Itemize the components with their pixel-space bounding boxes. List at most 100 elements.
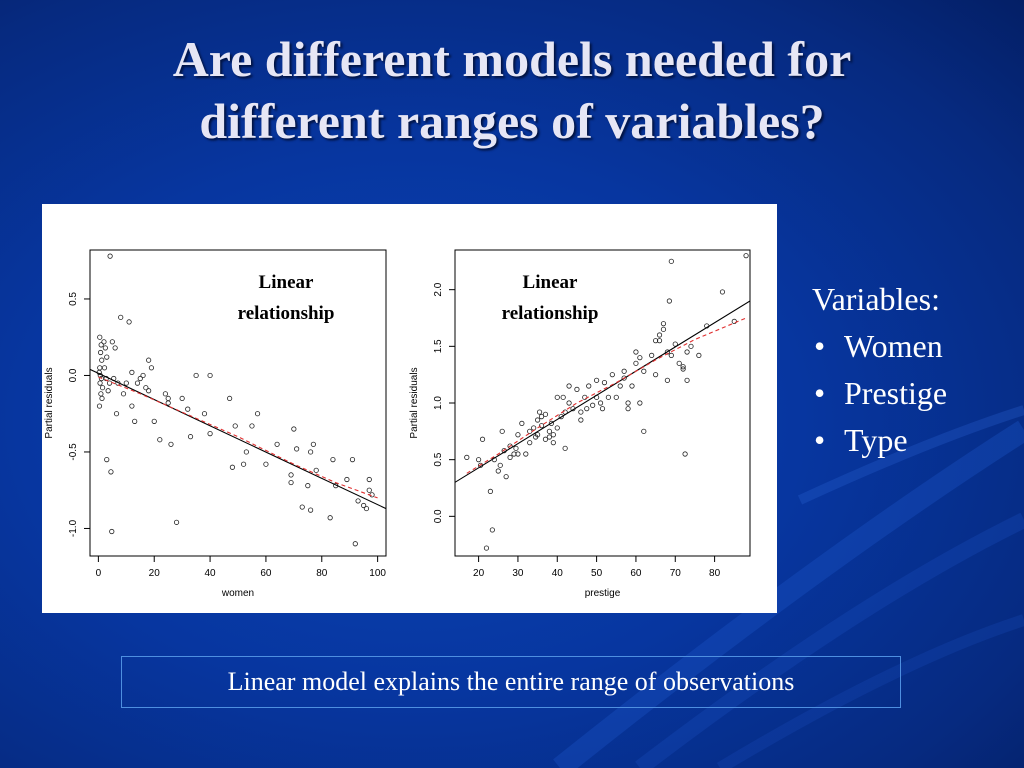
x-tick-label: 60 — [630, 568, 642, 579]
slide-title: Are different models needed for differen… — [40, 28, 984, 152]
data-point — [361, 502, 367, 509]
data-point — [232, 423, 238, 429]
data-point — [483, 545, 490, 551]
data-point — [132, 418, 138, 424]
data-point — [489, 527, 495, 533]
x-tick-label: 40 — [205, 568, 217, 579]
annotation-line-2: relationship — [238, 303, 335, 324]
data-point — [574, 386, 580, 392]
data-point — [299, 504, 305, 510]
data-point — [105, 388, 111, 394]
x-tick-label: 20 — [149, 568, 161, 579]
x-axis-label: women — [221, 588, 254, 599]
data-point — [542, 411, 549, 417]
data-point — [668, 258, 674, 264]
plot-area — [90, 253, 386, 547]
data-point — [96, 403, 103, 409]
conclusion-caption: Linear model explains the entire range o… — [121, 656, 901, 708]
data-point — [499, 428, 505, 434]
data-point — [101, 339, 107, 345]
data-point — [546, 428, 552, 434]
data-point — [586, 383, 592, 389]
data-point — [140, 372, 146, 379]
data-point — [536, 409, 543, 415]
x-tick-label: 60 — [260, 568, 272, 579]
data-point — [98, 349, 104, 356]
data-point — [229, 464, 236, 470]
data-point — [527, 428, 533, 434]
data-point — [534, 417, 541, 423]
data-point — [513, 445, 519, 451]
data-point — [479, 436, 486, 442]
data-point — [162, 391, 168, 397]
data-point — [548, 420, 554, 426]
title-line-1: Are different models needed for — [172, 31, 852, 87]
data-point — [254, 411, 261, 417]
data-point — [652, 338, 659, 344]
data-point — [550, 432, 556, 438]
data-point — [97, 334, 103, 340]
plot-area — [455, 253, 750, 551]
variable-item-prestige: Prestige — [812, 370, 947, 417]
data-point — [629, 383, 635, 389]
data-point — [660, 321, 667, 327]
y-tick-label: 1.0 — [433, 396, 444, 410]
data-point — [143, 385, 149, 391]
data-point — [98, 391, 104, 397]
data-point — [120, 391, 127, 397]
title-line-2: different ranges of variables? — [199, 93, 825, 149]
data-point — [126, 319, 132, 325]
x-tick-label: 70 — [670, 568, 682, 579]
data-point — [294, 446, 300, 452]
variable-item-women: Women — [812, 323, 947, 370]
data-point — [605, 394, 612, 400]
x-axis-label: prestige — [585, 588, 621, 599]
data-point — [599, 406, 606, 412]
data-point — [129, 403, 135, 409]
data-point — [109, 528, 115, 535]
data-point — [107, 253, 113, 259]
data-point — [601, 380, 608, 386]
data-point — [637, 355, 643, 361]
x-tick-label: 20 — [473, 568, 485, 579]
data-point — [349, 457, 356, 463]
data-point — [97, 380, 103, 386]
data-point — [113, 411, 120, 417]
data-point — [649, 352, 655, 358]
data-point — [146, 388, 152, 394]
data-point — [584, 406, 590, 412]
data-point — [165, 400, 171, 406]
data-point — [291, 426, 297, 432]
y-tick-label: -0.5 — [68, 443, 79, 461]
y-tick-label: 0.5 — [68, 292, 79, 306]
linear-fit-line — [455, 300, 750, 483]
variables-panel: Variables: Women Prestige Type — [812, 276, 947, 464]
data-point — [146, 357, 152, 363]
data-point — [497, 462, 503, 468]
x-tick-label: 40 — [552, 568, 564, 579]
data-point — [151, 418, 157, 424]
data-point — [593, 377, 600, 383]
data-point — [656, 332, 663, 338]
data-point — [531, 425, 537, 431]
data-point — [641, 368, 647, 374]
data-point — [308, 449, 314, 455]
variable-item-type: Type — [812, 417, 947, 464]
data-point — [363, 505, 370, 512]
data-point — [696, 352, 702, 358]
data-point — [546, 434, 552, 440]
data-point — [487, 488, 493, 494]
x-tick-label: 80 — [316, 568, 328, 579]
data-point — [621, 375, 627, 381]
data-point — [475, 457, 482, 463]
data-point — [503, 474, 509, 480]
data-point — [308, 507, 314, 513]
data-point — [680, 366, 686, 372]
x-tick-label: 30 — [512, 568, 524, 579]
data-point — [519, 420, 525, 426]
data-point — [137, 375, 143, 382]
data-point — [193, 372, 199, 379]
data-point — [609, 372, 615, 378]
plot-panel-1: 0 20 40 60 80 100 -1.0 -0.5 0.0 0.5 women Partial r… — [44, 249, 387, 599]
x-tick-label: 80 — [709, 568, 721, 579]
